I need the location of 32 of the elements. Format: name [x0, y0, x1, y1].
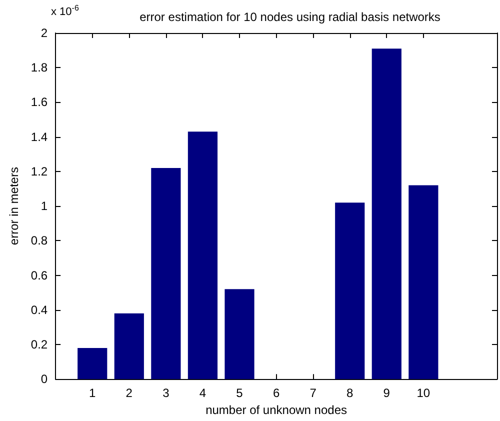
y-tick-label: 1.4 — [30, 130, 48, 144]
x-tick-label: 7 — [310, 386, 317, 400]
x-tick-label: 8 — [346, 386, 354, 400]
y-tick-label: 1.6 — [30, 95, 48, 110]
bar — [114, 313, 144, 380]
bar — [224, 289, 254, 380]
bar — [78, 348, 108, 380]
chart-title: error estimation for 10 nodes using radial basis networks — [140, 10, 440, 24]
bar — [188, 132, 218, 380]
y-tick-label: 0.2 — [30, 337, 48, 352]
x-tick-label: 2 — [126, 386, 133, 400]
y-axis-title: error in meters — [7, 167, 21, 246]
y-tick-label: 0.8 — [30, 234, 48, 248]
x-tick-label: 5 — [236, 386, 244, 400]
bar — [372, 48, 402, 380]
x-tick-label: 6 — [272, 386, 280, 400]
bar — [151, 168, 181, 380]
y-tick-label: 1 — [40, 199, 48, 214]
x-tick-label: 3 — [162, 386, 170, 400]
x-tick-label: 4 — [199, 386, 206, 400]
x-tick-label: 1 — [89, 386, 96, 400]
bar — [335, 202, 365, 380]
y-tick-label: 0.4 — [30, 302, 48, 317]
y-tick-label: 2 — [40, 26, 48, 40]
y-tick-label: 0.6 — [30, 268, 48, 282]
bar — [408, 185, 438, 380]
x-axis-title: number of unknown nodes — [206, 403, 348, 417]
x-tick-label: 10 — [416, 386, 430, 400]
x-tick-label: 9 — [383, 386, 390, 400]
y-tick-label: 1.2 — [30, 164, 48, 178]
y-tick-label: 1.8 — [30, 60, 48, 75]
y-tick-label: 0 — [40, 372, 48, 386]
